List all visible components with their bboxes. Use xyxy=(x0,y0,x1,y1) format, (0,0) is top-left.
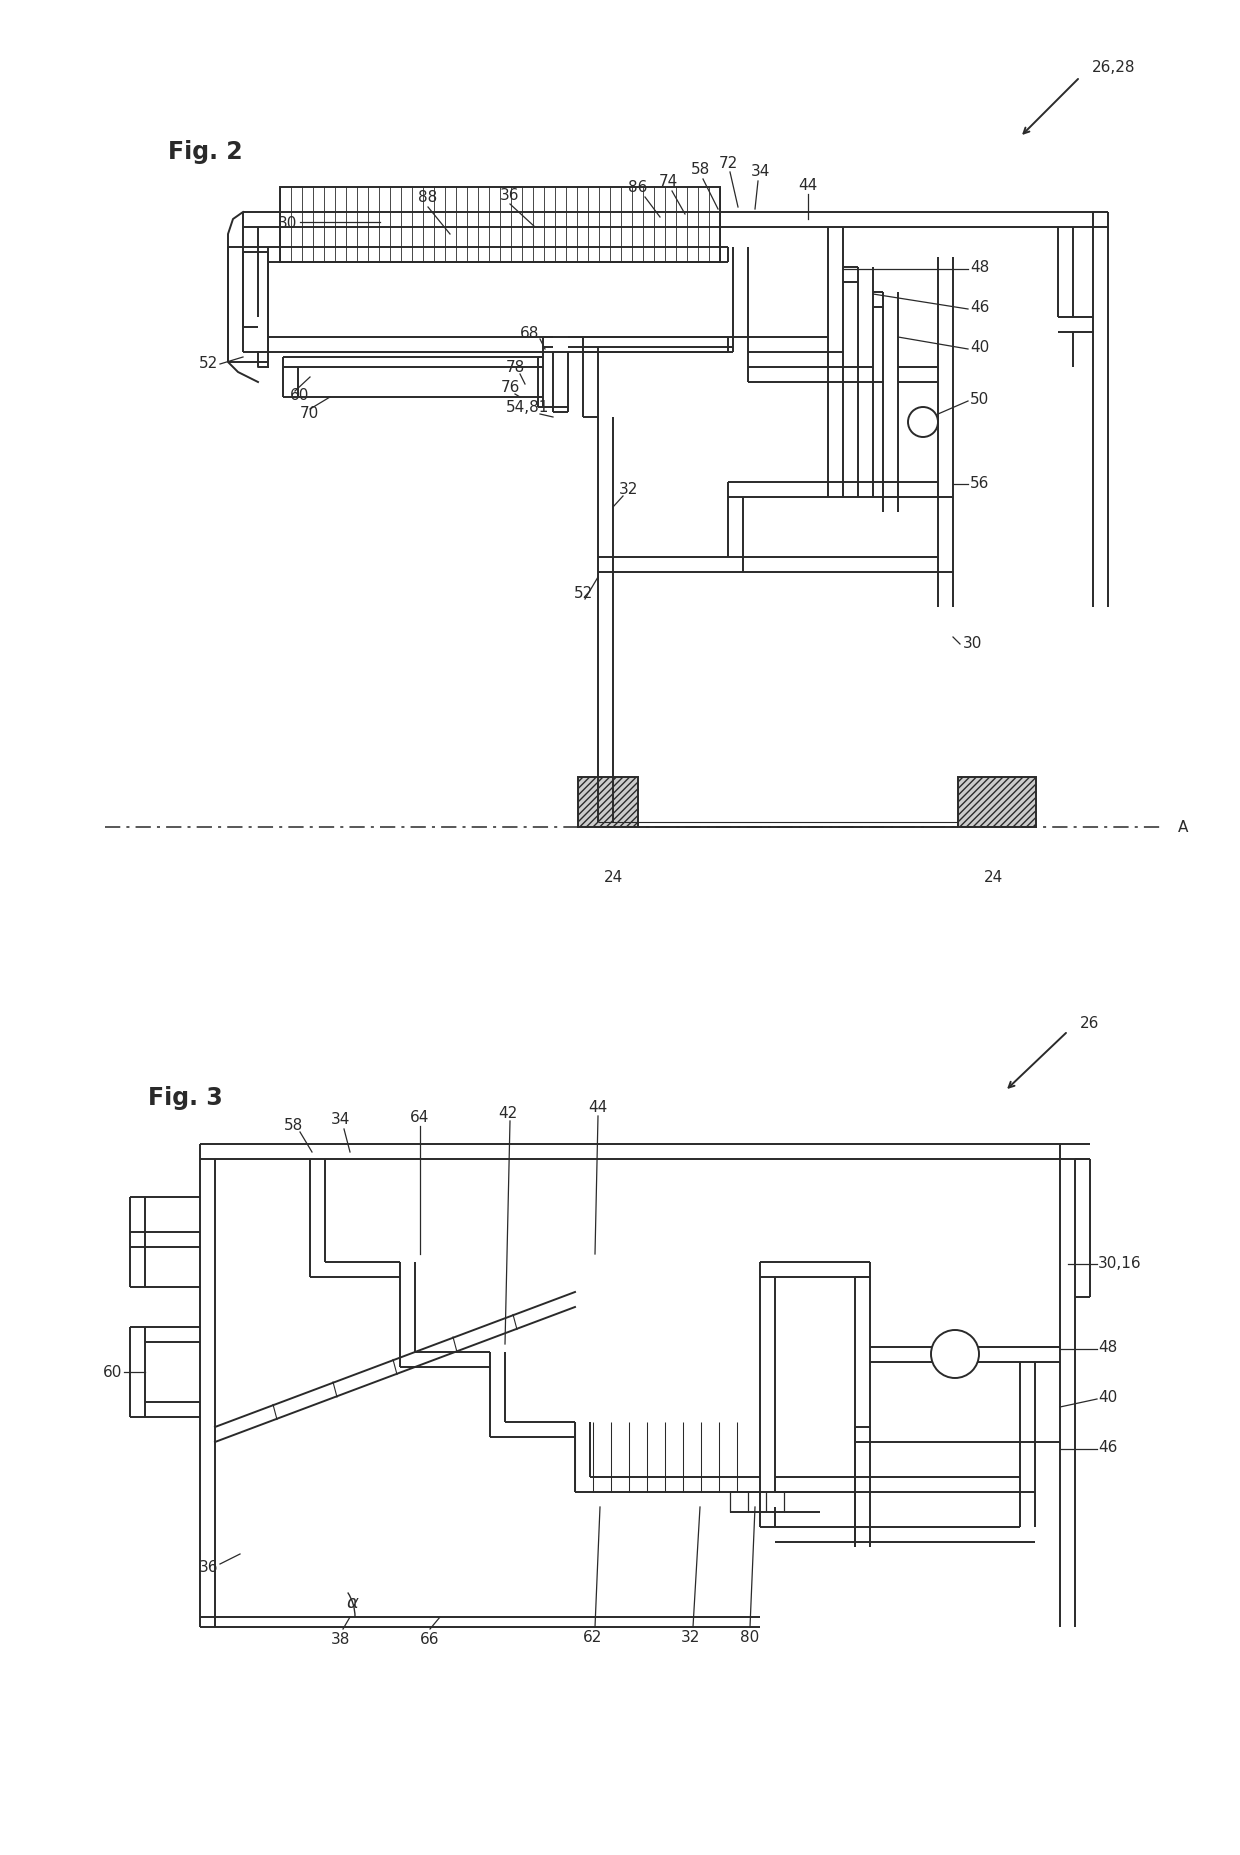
Text: 86: 86 xyxy=(629,180,647,195)
Text: A: A xyxy=(1178,820,1188,835)
Circle shape xyxy=(931,1330,980,1378)
Text: 30,16: 30,16 xyxy=(1097,1254,1142,1271)
Text: 30: 30 xyxy=(963,634,982,649)
Bar xyxy=(280,187,720,263)
Text: 26,28: 26,28 xyxy=(1092,61,1136,76)
Text: 60: 60 xyxy=(290,388,309,403)
Text: 40: 40 xyxy=(970,339,990,356)
Text: Fig. 3: Fig. 3 xyxy=(148,1085,223,1109)
Text: 42: 42 xyxy=(498,1106,517,1120)
Text: 76: 76 xyxy=(500,380,520,395)
Text: 36: 36 xyxy=(198,1560,218,1575)
Text: 60: 60 xyxy=(103,1365,122,1380)
Text: 62: 62 xyxy=(583,1631,603,1645)
Text: 68: 68 xyxy=(521,325,539,339)
Text: 66: 66 xyxy=(420,1632,440,1647)
Text: 72: 72 xyxy=(718,156,738,171)
Text: 78: 78 xyxy=(506,360,525,375)
Text: 52: 52 xyxy=(198,356,218,371)
Text: 56: 56 xyxy=(970,475,990,490)
Text: 58: 58 xyxy=(284,1117,303,1132)
Text: $\alpha$: $\alpha$ xyxy=(346,1593,360,1612)
Text: 34: 34 xyxy=(330,1111,350,1126)
Text: 34: 34 xyxy=(750,165,770,180)
Bar xyxy=(959,777,1035,827)
Text: 30: 30 xyxy=(278,215,298,230)
Text: 58: 58 xyxy=(691,163,709,178)
Text: 24: 24 xyxy=(983,870,1003,885)
Text: 48: 48 xyxy=(970,260,990,275)
Text: 40: 40 xyxy=(1097,1389,1117,1404)
Text: 70: 70 xyxy=(300,404,319,421)
Text: 26: 26 xyxy=(1080,1015,1100,1030)
Text: Fig. 2: Fig. 2 xyxy=(167,139,243,163)
Circle shape xyxy=(908,408,937,438)
Text: 80: 80 xyxy=(740,1631,760,1645)
Text: 32: 32 xyxy=(619,482,637,497)
Text: 74: 74 xyxy=(658,174,677,189)
Text: 36: 36 xyxy=(500,189,520,204)
Text: 46: 46 xyxy=(970,301,990,315)
Bar xyxy=(578,777,639,827)
Text: 54,81: 54,81 xyxy=(506,401,549,416)
Text: 44: 44 xyxy=(799,178,817,193)
Text: 46: 46 xyxy=(1097,1439,1117,1454)
Text: 48: 48 xyxy=(1097,1339,1117,1354)
Text: 38: 38 xyxy=(330,1632,350,1647)
Text: 32: 32 xyxy=(681,1631,699,1645)
Text: 88: 88 xyxy=(418,191,438,206)
Text: 64: 64 xyxy=(410,1109,430,1124)
Text: 44: 44 xyxy=(588,1100,608,1115)
Text: 24: 24 xyxy=(604,870,622,885)
Text: 52: 52 xyxy=(573,584,593,601)
Text: 50: 50 xyxy=(970,391,990,408)
